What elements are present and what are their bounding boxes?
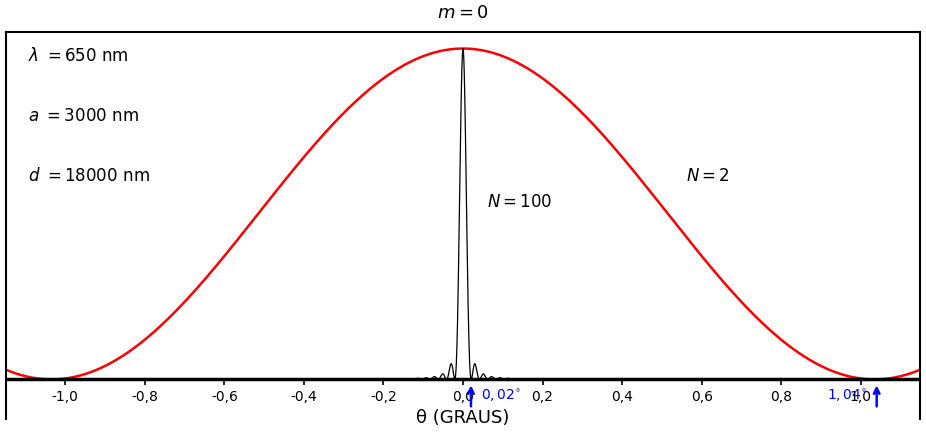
Text: $N = 100$: $N = 100$ <box>487 193 552 211</box>
Text: $N = 2$: $N = 2$ <box>686 167 730 185</box>
Text: $\lambda$ $= 650\ \mathrm{nm}$: $\lambda$ $= 650\ \mathrm{nm}$ <box>29 47 130 65</box>
Text: $1,04^{\circ}$: $1,04^{\circ}$ <box>827 388 867 404</box>
Text: $a$ $= 3000\ \mathrm{nm}$: $a$ $= 3000\ \mathrm{nm}$ <box>29 107 140 125</box>
X-axis label: θ (GRAUS): θ (GRAUS) <box>417 410 509 427</box>
Text: $d$ $= 18000\ \mathrm{nm}$: $d$ $= 18000\ \mathrm{nm}$ <box>29 167 150 185</box>
Text: $m = 0$: $m = 0$ <box>437 4 489 22</box>
Text: $0,02^{\circ}$: $0,02^{\circ}$ <box>481 388 521 404</box>
